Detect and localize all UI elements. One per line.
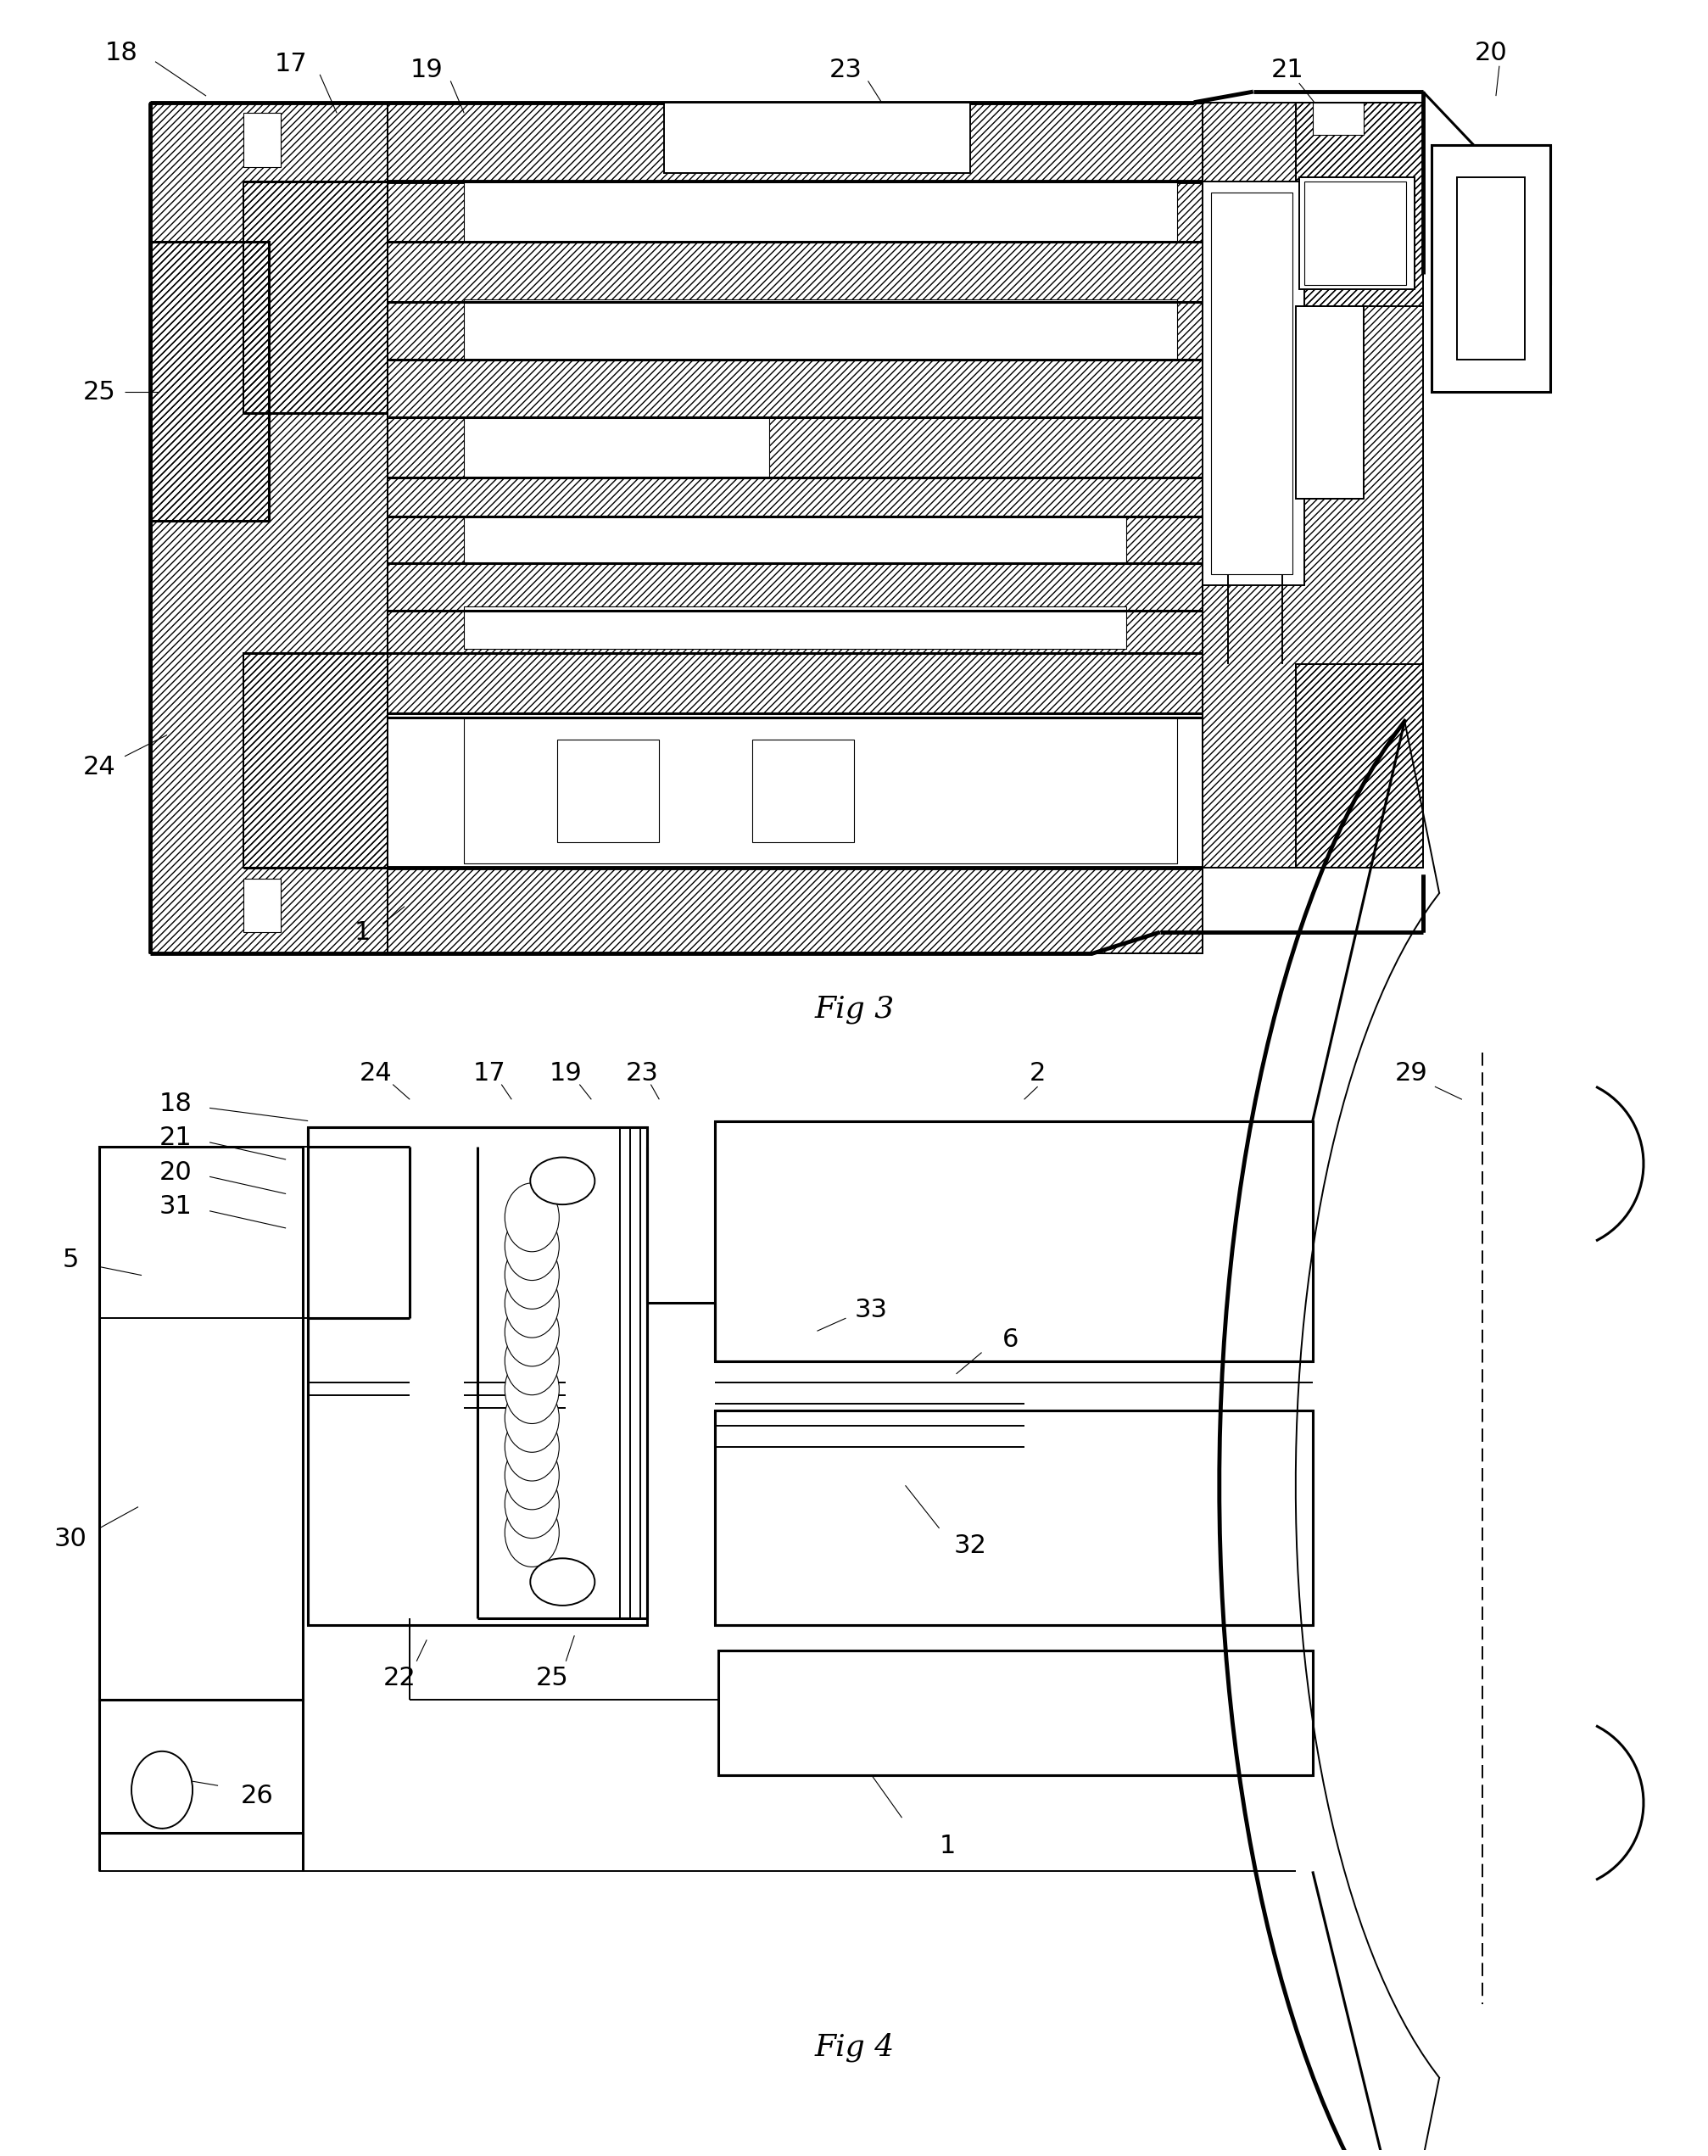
Text: 33: 33 xyxy=(854,1298,888,1322)
Text: Fig 3: Fig 3 xyxy=(815,994,893,1024)
Bar xyxy=(716,1410,1312,1626)
Ellipse shape xyxy=(529,1559,594,1606)
Bar xyxy=(388,869,1202,953)
Bar xyxy=(1295,664,1423,869)
Text: 23: 23 xyxy=(828,58,863,82)
Text: 30: 30 xyxy=(55,1526,87,1552)
Bar xyxy=(664,101,970,172)
Text: 25: 25 xyxy=(82,379,116,403)
Text: 2: 2 xyxy=(1028,1061,1045,1087)
Text: 1: 1 xyxy=(939,1833,955,1858)
Bar xyxy=(1295,664,1423,869)
Circle shape xyxy=(504,1354,559,1423)
Bar xyxy=(388,181,1202,714)
Bar xyxy=(243,181,388,414)
Text: 24: 24 xyxy=(359,1061,393,1087)
Bar xyxy=(1202,181,1303,584)
Text: 18: 18 xyxy=(159,1091,191,1117)
Bar xyxy=(1202,101,1423,869)
Bar xyxy=(150,241,268,520)
Bar xyxy=(150,101,388,953)
Bar xyxy=(243,181,388,414)
Bar xyxy=(150,101,388,953)
Bar xyxy=(1295,101,1423,306)
Circle shape xyxy=(504,1440,559,1509)
Text: 2: 2 xyxy=(781,123,798,147)
Bar xyxy=(1295,306,1363,498)
Bar xyxy=(388,181,1202,714)
Bar xyxy=(465,515,1126,563)
Bar xyxy=(150,241,268,520)
Text: 31: 31 xyxy=(159,1194,191,1218)
Bar xyxy=(465,606,1126,649)
Circle shape xyxy=(504,1498,559,1567)
Bar xyxy=(243,112,280,166)
Text: 19: 19 xyxy=(410,58,442,82)
Bar xyxy=(465,718,1177,865)
Circle shape xyxy=(132,1751,193,1828)
Bar xyxy=(1298,177,1414,289)
Text: 29: 29 xyxy=(1394,1061,1426,1087)
Circle shape xyxy=(504,1326,559,1395)
Text: 6: 6 xyxy=(1003,1328,1018,1352)
Bar xyxy=(307,1128,647,1626)
Bar xyxy=(557,740,659,843)
Bar xyxy=(243,653,388,869)
Text: 17: 17 xyxy=(275,52,307,75)
Bar xyxy=(388,101,1202,181)
Circle shape xyxy=(504,1240,559,1309)
Text: 21: 21 xyxy=(159,1125,191,1151)
Text: 32: 32 xyxy=(953,1533,986,1559)
Text: 20: 20 xyxy=(1474,41,1506,65)
Bar xyxy=(716,1121,1312,1360)
Text: 1: 1 xyxy=(354,921,371,944)
Text: 21: 21 xyxy=(1271,58,1303,82)
Text: 5: 5 xyxy=(61,1248,79,1272)
Text: 22: 22 xyxy=(383,1667,415,1690)
Bar xyxy=(388,869,1202,953)
Bar xyxy=(150,241,268,520)
Ellipse shape xyxy=(529,1158,594,1205)
Bar xyxy=(243,880,280,931)
Bar xyxy=(1295,101,1423,306)
Circle shape xyxy=(504,1184,559,1253)
Bar xyxy=(465,300,1177,360)
Bar xyxy=(719,1651,1312,1774)
Circle shape xyxy=(504,1384,559,1453)
Bar xyxy=(1457,177,1524,360)
Circle shape xyxy=(504,1270,559,1337)
Text: 25: 25 xyxy=(536,1667,569,1690)
Text: 26: 26 xyxy=(241,1783,273,1809)
Text: 19: 19 xyxy=(550,1061,582,1087)
Text: 17: 17 xyxy=(473,1061,506,1087)
Bar xyxy=(388,101,1202,181)
Text: Fig 4: Fig 4 xyxy=(815,2033,893,2061)
Bar xyxy=(99,1699,302,1833)
Text: 23: 23 xyxy=(625,1061,659,1087)
Bar xyxy=(1303,181,1406,285)
Bar xyxy=(243,653,388,869)
Bar xyxy=(752,740,854,843)
Circle shape xyxy=(504,1212,559,1281)
Circle shape xyxy=(504,1412,559,1481)
Bar xyxy=(99,1147,302,1699)
Text: 20: 20 xyxy=(159,1160,191,1184)
Bar xyxy=(1312,101,1363,134)
Bar xyxy=(1211,192,1291,573)
Text: 24: 24 xyxy=(82,755,116,778)
Bar xyxy=(465,181,1177,241)
Circle shape xyxy=(504,1470,559,1537)
Circle shape xyxy=(504,1298,559,1367)
Bar xyxy=(465,418,769,479)
Text: 18: 18 xyxy=(104,41,138,65)
Bar xyxy=(1202,101,1423,869)
Bar xyxy=(1431,144,1549,392)
